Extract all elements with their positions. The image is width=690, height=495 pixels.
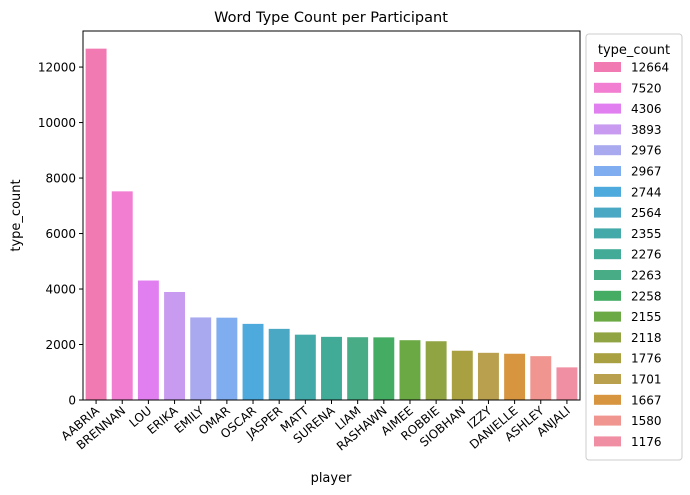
legend-swatch: [594, 394, 621, 405]
legend-swatch: [594, 311, 621, 322]
legend-label: 2744: [631, 185, 662, 199]
legend-swatch: [594, 82, 621, 93]
chart-title: Word Type Count per Participant: [214, 10, 448, 26]
legend-label: 7520: [631, 81, 662, 95]
bar-izzy: [477, 352, 499, 400]
legend-swatch: [594, 145, 621, 156]
legend-label: 2967: [631, 165, 662, 179]
legend: type_count 12664 7520 4306 3893 2976 2967 2744…: [585, 33, 683, 461]
legend-swatch: [594, 332, 621, 343]
legend-label: 1667: [631, 393, 662, 407]
legend-swatch: [594, 436, 621, 447]
legend-label: 2355: [631, 227, 662, 241]
legend-label: 2564: [631, 206, 662, 220]
legend-label: 2118: [631, 331, 662, 345]
bar-surena: [321, 336, 342, 400]
legend-swatch: [594, 290, 621, 301]
legend-label: 12664: [631, 61, 669, 75]
y-axis-label: type_count: [9, 179, 24, 251]
bar-aabria: [85, 48, 107, 401]
bar-emily: [190, 317, 212, 400]
legend-swatch: [594, 270, 621, 280]
legend-label: 1701: [631, 373, 662, 387]
bar-omar: [216, 317, 238, 400]
legend-swatch: [594, 249, 621, 260]
bar-brennan: [111, 191, 133, 400]
legend-swatch: [594, 103, 621, 114]
legend-swatch: [594, 415, 621, 426]
y-tick-label: 10000: [38, 116, 76, 130]
legend-swatch: [594, 62, 621, 72]
legend-label: 1776: [631, 352, 662, 366]
legend-label: 2263: [631, 269, 662, 283]
bar-robbie: [425, 341, 447, 400]
legend-swatch: [594, 166, 621, 176]
y-tick-label: 2000: [45, 338, 76, 352]
bar-anjali: [556, 367, 578, 400]
legend-items: 12664 7520 4306 3893 2976 2967 2744 2564 2355 227…: [594, 61, 669, 449]
bar-lou: [137, 280, 159, 400]
legend-label: 2276: [631, 248, 662, 262]
legend-swatch: [594, 207, 621, 218]
legend-label: 2976: [631, 144, 662, 158]
x-tick-label: ERIKA: [144, 403, 181, 437]
y-tick-label: 8000: [45, 172, 76, 186]
x-axis-label: player: [311, 471, 353, 486]
x-axis: AABRIABRENNANLOUERIKAEMILYOMAROSCARJASPE…: [58, 400, 573, 454]
legend-label: 4306: [631, 102, 662, 116]
bar-erika: [164, 291, 186, 400]
y-axis: 0 2000 4000 6000 8000 10000 12000: [38, 61, 83, 408]
legend-label: 2155: [631, 310, 662, 324]
legend-label: 1176: [631, 435, 662, 449]
y-tick-label: 12000: [38, 61, 76, 75]
y-tick-label: 0: [68, 394, 76, 408]
y-tick-label: 6000: [45, 227, 76, 241]
legend-title: type_count: [598, 43, 670, 58]
bar-oscar: [242, 323, 264, 400]
legend-swatch: [594, 374, 621, 384]
bar-ashley: [530, 356, 552, 400]
bar-aimee: [399, 340, 421, 400]
legend-swatch: [594, 353, 621, 364]
legend-label: 3893: [631, 123, 662, 137]
bar-siobhan: [451, 350, 473, 400]
legend-swatch: [594, 228, 621, 239]
bars-group: [85, 48, 578, 401]
y-tick-label: 4000: [45, 283, 76, 297]
legend-swatch: [594, 124, 621, 135]
legend-label: 2258: [631, 289, 662, 303]
bar-danielle: [504, 353, 526, 400]
bar-matt: [294, 334, 316, 400]
bar-jasper: [268, 328, 290, 400]
bar-liam: [347, 337, 369, 400]
bar-rashawn: [373, 337, 395, 400]
legend-swatch: [594, 186, 621, 197]
legend-label: 1580: [631, 414, 662, 428]
